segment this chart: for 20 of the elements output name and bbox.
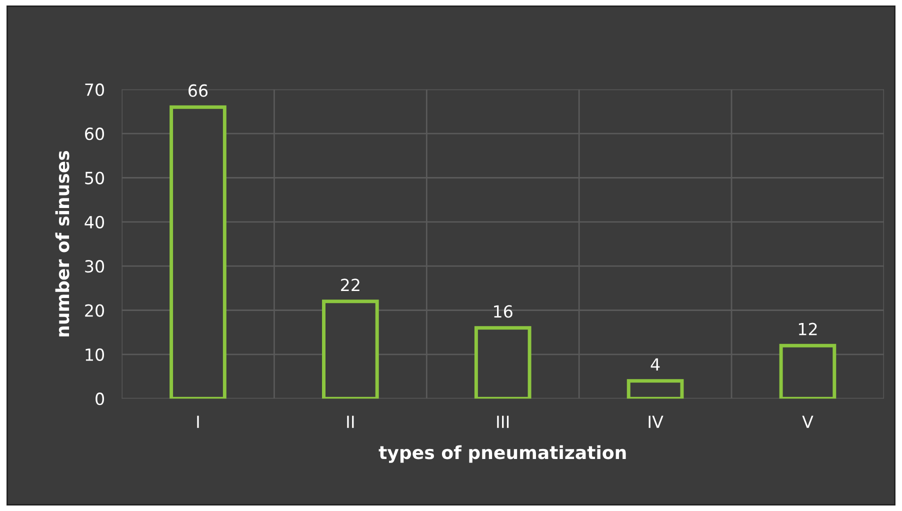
y-tick-label: 70 (85, 83, 104, 96)
x-axis-title: types of pneumatization (378, 445, 626, 463)
x-tick-label: II (347, 416, 354, 428)
data-label: 66 (188, 84, 208, 97)
y-axis-title: number of sinuses (55, 150, 70, 336)
x-tick-label: V (802, 416, 814, 428)
y-tick-label: 50 (85, 172, 104, 184)
y-tick-label: 30 (85, 260, 104, 273)
data-label: 12 (798, 322, 817, 336)
x-tick-label: I (197, 416, 199, 428)
y-tick-label: 20 (85, 304, 104, 317)
x-tick-label: III (497, 416, 509, 428)
y-tick-label: 40 (84, 216, 104, 228)
data-label: 16 (494, 305, 512, 318)
data-label: 22 (341, 278, 360, 292)
y-tick-label: 0 (96, 392, 104, 406)
y-tick-label: 10 (86, 348, 104, 361)
x-tick-label: IV (648, 416, 664, 428)
y-tick-label: 60 (85, 128, 104, 140)
data-label: 4 (650, 358, 660, 371)
